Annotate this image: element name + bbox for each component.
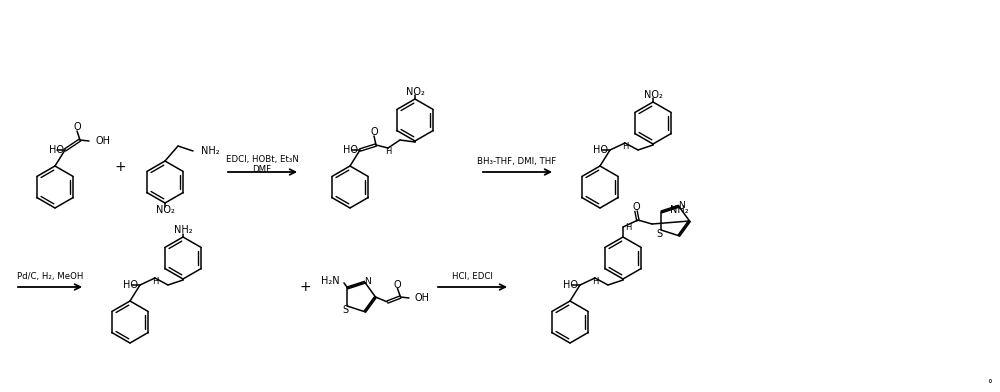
Text: S: S [656,229,662,239]
Text: H: H [385,147,392,156]
Text: OH: OH [96,136,110,146]
Text: NO₂: NO₂ [156,205,174,215]
Text: OH: OH [414,293,429,303]
Text: HO: HO [594,145,608,155]
Text: NH₂: NH₂ [201,146,220,156]
Text: DMF: DMF [252,165,272,174]
Text: H₂N: H₂N [321,276,339,286]
Text: O: O [73,122,81,132]
Text: +: + [114,160,126,174]
Text: N: N [678,201,685,210]
Text: O: O [370,127,378,137]
Text: EDCI, HOBt, Et₃N: EDCI, HOBt, Et₃N [226,154,298,163]
Text: NH₂: NH₂ [670,205,689,215]
Text: NO₂: NO₂ [406,87,424,97]
Text: HO: HO [124,280,138,290]
Text: H: H [626,223,632,232]
Text: S: S [342,305,348,315]
Text: Pd/C, H₂, MeOH: Pd/C, H₂, MeOH [17,272,83,281]
Text: N: N [364,277,371,286]
Text: O: O [632,202,640,212]
Text: +: + [299,280,311,294]
Text: HO: HO [48,145,64,155]
Text: HCl, EDCI: HCl, EDCI [452,272,492,281]
Text: NO₂: NO₂ [644,90,662,100]
Text: BH₃-THF, DMI, THF: BH₃-THF, DMI, THF [477,156,557,165]
Text: NH₂: NH₂ [174,225,192,235]
Text: O: O [394,280,401,290]
Text: H: H [622,142,629,151]
Text: H: H [152,277,159,286]
Text: H: H [592,277,599,286]
Text: HO: HO [564,280,578,290]
Text: HO: HO [344,145,358,155]
Text: °: ° [988,379,992,389]
